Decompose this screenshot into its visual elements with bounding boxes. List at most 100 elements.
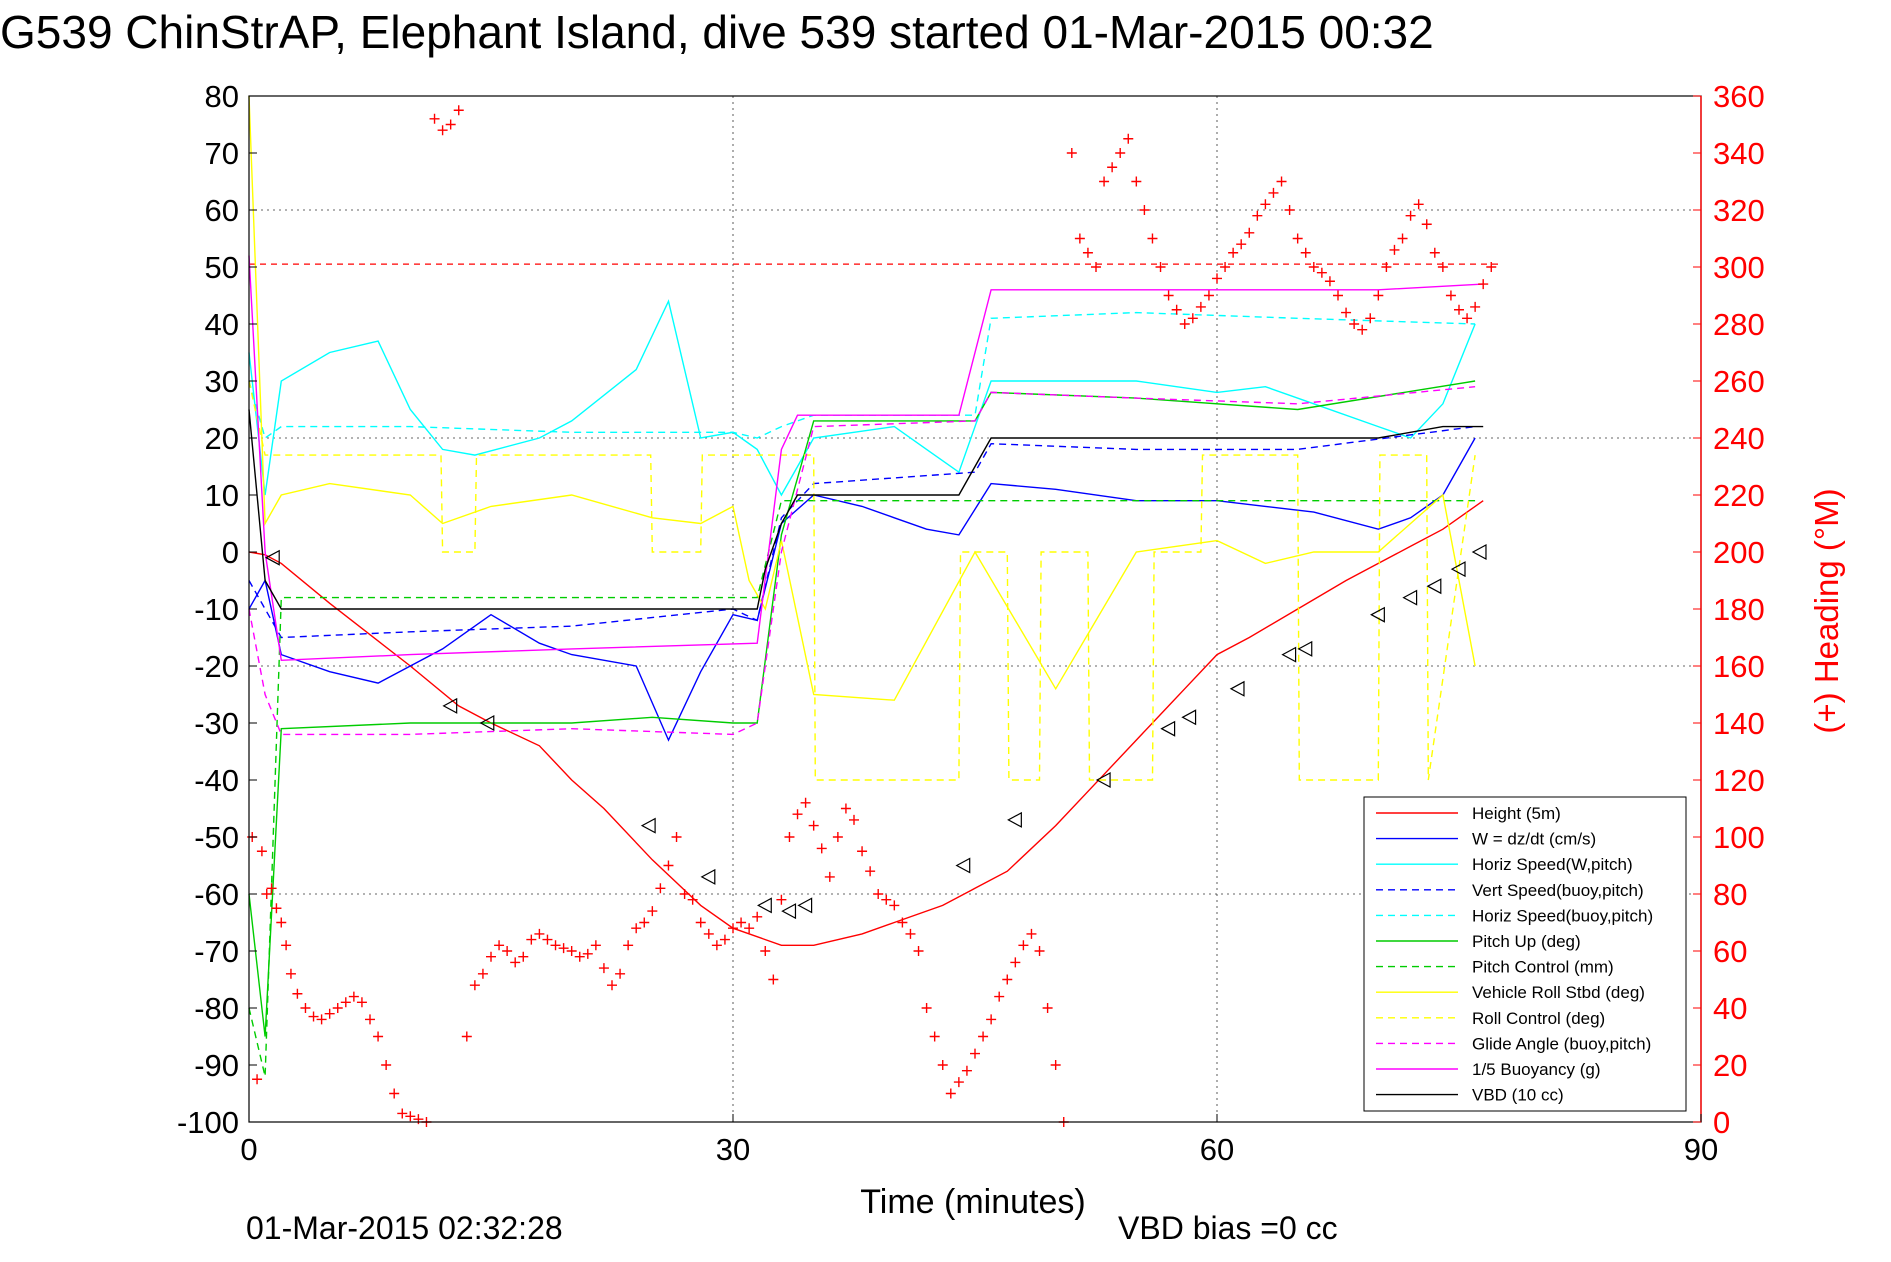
heading-point bbox=[598, 963, 609, 974]
heading-point bbox=[671, 832, 682, 842]
legend-label: Height (5m) bbox=[1472, 804, 1561, 823]
heading-point bbox=[389, 1088, 400, 1099]
heading-point bbox=[1437, 262, 1448, 272]
series-line bbox=[248, 500, 1476, 1077]
heading-point bbox=[1179, 319, 1190, 329]
heading-point bbox=[655, 883, 666, 894]
heading-point bbox=[1365, 313, 1376, 324]
y-left-tick-label: -30 bbox=[194, 706, 239, 741]
y-left-tick-label: 0 bbox=[222, 535, 239, 570]
heading-point bbox=[1042, 1003, 1053, 1013]
heading-point bbox=[1260, 199, 1271, 210]
legend-label: Pitch Control (mm) bbox=[1472, 958, 1614, 977]
series-line bbox=[248, 386, 1476, 736]
heading-point bbox=[590, 940, 601, 951]
y-right-tick-label: 200 bbox=[1713, 535, 1765, 570]
legend-label: Horiz Speed(W,pitch) bbox=[1472, 855, 1633, 874]
heading-point bbox=[857, 846, 868, 857]
dive-marker bbox=[700, 868, 716, 885]
x-axis-label: Time (minutes) bbox=[860, 1183, 1085, 1221]
heading-point bbox=[381, 1060, 392, 1070]
series-line bbox=[248, 311, 1476, 440]
legend-label: Glide Angle (buoy,pitch) bbox=[1472, 1034, 1651, 1053]
grid bbox=[249, 96, 1701, 1122]
y-left-tick-label: 40 bbox=[205, 307, 239, 342]
heading-point bbox=[849, 814, 859, 825]
heading-point bbox=[1074, 233, 1085, 244]
legend-label: Roll Control (deg) bbox=[1472, 1009, 1605, 1028]
dive-marker bbox=[1160, 720, 1176, 737]
y-right-tick-label: 40 bbox=[1713, 991, 1747, 1026]
series-line bbox=[248, 299, 1476, 497]
y-left-tick-label: -60 bbox=[194, 877, 239, 912]
heading-point bbox=[897, 917, 908, 928]
heading-point bbox=[1478, 279, 1489, 290]
series-line bbox=[248, 255, 1484, 662]
y-right-tick-label: 180 bbox=[1713, 592, 1765, 627]
dive-marker bbox=[1229, 680, 1245, 697]
y-left-tick-label: -100 bbox=[177, 1105, 239, 1140]
dive-marker bbox=[1181, 709, 1197, 726]
axes: 0 30 60 9080706050403020100-10-20-30-40-50-… bbox=[177, 79, 1765, 1167]
heading-point bbox=[994, 991, 1005, 1002]
y-right-tick-label: 0 bbox=[1713, 1105, 1730, 1140]
heading-point bbox=[300, 1003, 311, 1013]
y-left-tick-label: -80 bbox=[194, 991, 239, 1026]
heading-point bbox=[437, 125, 448, 136]
heading-point bbox=[647, 906, 658, 917]
heading-point bbox=[348, 991, 359, 1002]
heading-point bbox=[1002, 974, 1013, 985]
heading-point bbox=[266, 883, 277, 894]
series-line bbox=[248, 95, 1476, 701]
heading-point bbox=[1195, 301, 1206, 312]
heading-point bbox=[453, 105, 464, 116]
heading-point bbox=[1268, 187, 1279, 198]
y-left-tick-label: 30 bbox=[205, 364, 239, 399]
heading-point bbox=[1357, 324, 1368, 335]
heading-point bbox=[1066, 148, 1077, 158]
dive-marker bbox=[1297, 640, 1313, 657]
dive-marker bbox=[264, 549, 280, 566]
heading-point bbox=[285, 968, 296, 979]
dive-marker bbox=[1426, 578, 1442, 595]
heading-point bbox=[502, 946, 513, 956]
y-right-tick-label: 260 bbox=[1713, 364, 1765, 399]
y-right-tick-label: 220 bbox=[1713, 478, 1765, 513]
heading-point bbox=[1397, 233, 1408, 244]
heading-point bbox=[1429, 247, 1440, 258]
heading-point bbox=[281, 940, 292, 951]
heading-point bbox=[800, 797, 811, 808]
heading-point bbox=[1349, 319, 1360, 329]
heading-point bbox=[776, 894, 787, 905]
heading-point bbox=[986, 1014, 997, 1025]
footer-vbd-bias: VBD bias =0 cc bbox=[1118, 1210, 1338, 1246]
heading-point bbox=[703, 928, 714, 939]
dive-marker bbox=[1402, 589, 1418, 606]
y-right-tick-label: 100 bbox=[1713, 820, 1765, 855]
heading-point bbox=[276, 917, 287, 928]
heading-point bbox=[582, 948, 593, 959]
heading-point bbox=[261, 889, 272, 899]
y-left-tick-label: 10 bbox=[205, 478, 239, 513]
heading-point bbox=[574, 951, 585, 962]
heading-point bbox=[373, 1031, 384, 1042]
y-right-tick-label: 120 bbox=[1713, 763, 1765, 798]
heading-point bbox=[1244, 227, 1255, 238]
heading-point bbox=[1131, 176, 1142, 187]
heading-point bbox=[1107, 162, 1118, 173]
heading-point bbox=[1026, 928, 1037, 939]
heading-point bbox=[332, 1003, 343, 1013]
heading-point bbox=[1373, 290, 1384, 301]
heading-point bbox=[1333, 290, 1343, 301]
heading-point bbox=[405, 1111, 416, 1122]
heading-point bbox=[615, 968, 626, 979]
y-right-tick-label: 80 bbox=[1713, 877, 1747, 912]
heading-point bbox=[365, 1014, 375, 1025]
heading-point bbox=[445, 119, 456, 130]
y-right-tick-label: 240 bbox=[1713, 421, 1765, 456]
heading-point bbox=[978, 1031, 989, 1042]
y-right-tick-label: 20 bbox=[1713, 1048, 1747, 1083]
dive-marker bbox=[640, 817, 656, 834]
heading-point bbox=[929, 1031, 940, 1042]
